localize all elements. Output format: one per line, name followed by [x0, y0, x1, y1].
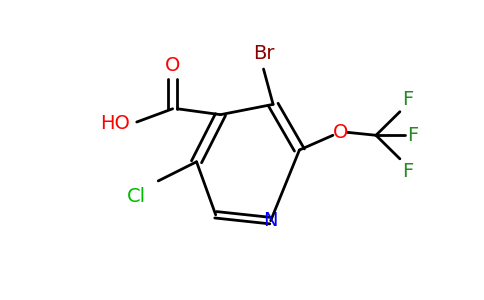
- Text: F: F: [407, 126, 418, 145]
- Text: O: O: [333, 123, 348, 142]
- Text: HO: HO: [100, 114, 130, 133]
- Text: N: N: [263, 211, 278, 230]
- Text: Br: Br: [253, 44, 274, 63]
- Text: O: O: [165, 56, 181, 75]
- Text: F: F: [402, 90, 413, 109]
- Text: Cl: Cl: [127, 187, 146, 206]
- Text: F: F: [402, 162, 413, 181]
